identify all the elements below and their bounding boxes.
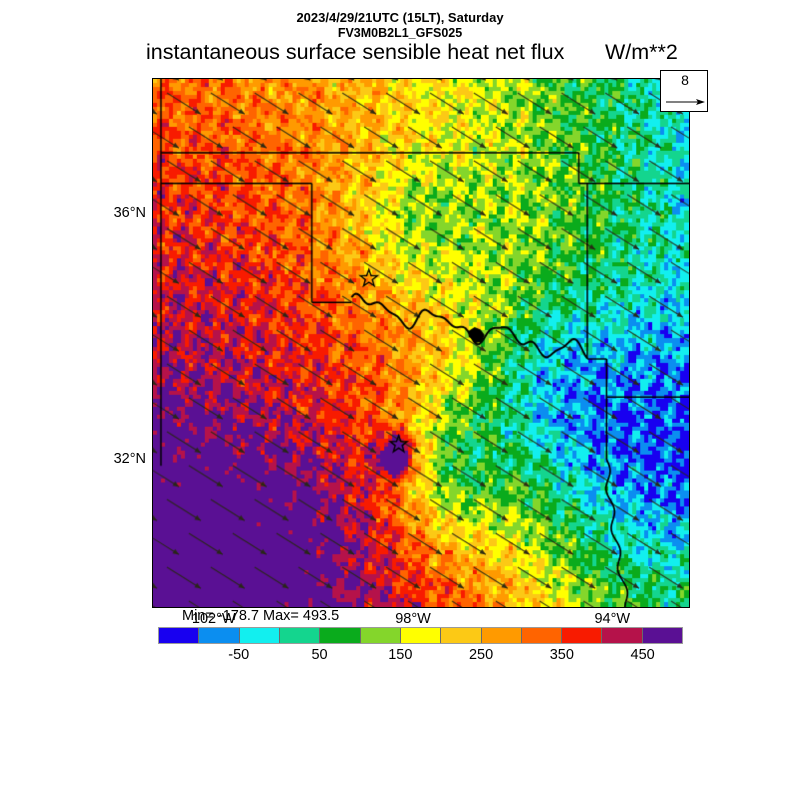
station-star-markers (153, 79, 689, 607)
colorbar-segment-4 (320, 628, 361, 643)
colorbar-segment-12 (642, 628, 683, 643)
y-axis-tick-36: 36°N (113, 204, 146, 221)
colorbar-segment-7 (441, 628, 482, 643)
colorbar-segment-1 (199, 628, 240, 643)
reference-vector-value: 8 (681, 72, 689, 88)
min-max-statistics: Min= -178.7 Max= 493.5 (182, 608, 340, 624)
page-title: instantaneous surface sensible heat net … (146, 40, 565, 64)
colorbar-tick-450: 450 (630, 647, 655, 663)
right-arrow-icon (666, 99, 705, 105)
map-plot-area[interactable] (152, 78, 690, 608)
colorbar-segment-0 (159, 628, 200, 643)
reference-vector-legend: 8 (660, 70, 708, 112)
x-axis-tick-94: 94°W (594, 611, 631, 627)
colorbar-segment-5 (360, 628, 401, 643)
colorbar-tick--50: -50 (228, 647, 250, 663)
colorbar-tick-250: 250 (468, 647, 494, 663)
colorbar-segment-10 (562, 628, 603, 643)
colorbar-segment-6 (400, 628, 442, 643)
valid-time-header: 2023/4/29/21UTC (15LT), Saturday (296, 10, 504, 25)
colorbar-tick-50: 50 (311, 647, 328, 663)
x-axis-tick-102: 102°W (191, 611, 236, 627)
colorbar-tick-350: 350 (549, 647, 574, 663)
model-name-header: FV3M0B2L1_GFS025 (337, 26, 463, 40)
colorbar[interactable] (158, 627, 683, 644)
y-axis-tick-32: 32°N (113, 451, 146, 468)
colorbar-segment-8 (481, 628, 522, 643)
colorbar-segment-2 (239, 628, 280, 643)
units-label: W/m**2 (605, 40, 678, 64)
colorbar-segment-11 (602, 628, 643, 643)
colorbar-segment-3 (279, 628, 321, 643)
colorbar-segment-9 (521, 628, 563, 643)
x-axis-tick-98: 98°W (395, 611, 431, 627)
colorbar-tick-150: 150 (388, 647, 413, 663)
